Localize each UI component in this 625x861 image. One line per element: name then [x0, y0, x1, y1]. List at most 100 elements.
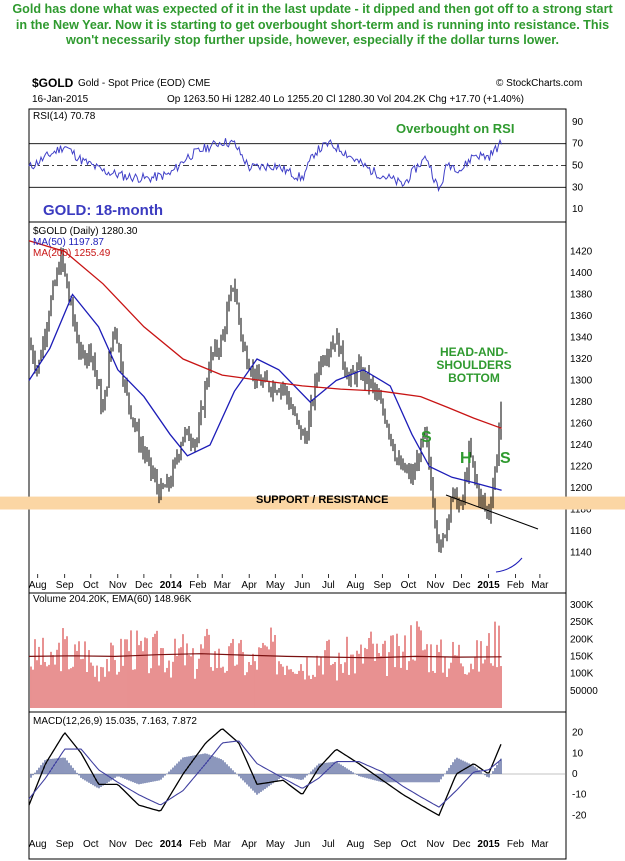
price-axis-tick: 1220 [570, 462, 593, 473]
ma50-line [28, 293, 502, 491]
price-axis-tick: 1140 [570, 548, 592, 559]
price-x-tick: 2014 [160, 580, 183, 591]
price-axis-tick: 1300 [570, 376, 593, 387]
price-x-tick: Nov [427, 580, 445, 591]
price-legend-ma50: MA(50) 1197.87 [33, 237, 104, 248]
support-resistance-label: SUPPORT / RESISTANCE [256, 494, 388, 506]
price-axis-tick: 1400 [570, 268, 593, 279]
price-x-tick: Sep [373, 580, 391, 591]
macd-x-tick: Apr [241, 839, 257, 850]
price-x-tick: Oct [401, 580, 417, 591]
macd-x-tick: Feb [189, 839, 207, 850]
rsi-axis-tick: 70 [572, 139, 584, 150]
macd-x-tick: Jun [294, 839, 310, 850]
price-x-tick: Dec [135, 580, 153, 591]
macd-x-tick: Mar [531, 839, 549, 850]
price-axis-tick: 1420 [570, 247, 593, 258]
price-x-tick: Aug [346, 580, 364, 591]
rsi-axis-tick: 50 [572, 161, 584, 172]
price-chart-title: GOLD: 18-month [43, 202, 163, 219]
support-resistance-band [0, 496, 625, 510]
chart-symbol: $GOLD [32, 76, 74, 90]
stock-chart: 10 30 50 70 90 RSI(14) 70.78 Overbought on RSI… [0, 72, 625, 861]
neckline [445, 494, 539, 530]
macd-x-tick: Dec [135, 839, 153, 850]
price-x-tick: Oct [83, 580, 99, 591]
price-axis-tick: 1240 [570, 440, 593, 451]
volume-legend: Volume 204.20K, EMA(60) 148.96K [33, 594, 192, 605]
head-and-shoulders-label: HEAD-AND- [440, 345, 508, 359]
macd-x-tick: Oct [83, 839, 99, 850]
macd-x-tick: Sep [56, 839, 74, 850]
macd-axis-tick: -10 [572, 790, 587, 801]
price-axis-tick: 1340 [570, 333, 593, 344]
head-and-shoulders-label: BOTTOM [448, 371, 500, 385]
stockcharts-watermark: © StockCharts.com [496, 78, 583, 89]
price-axis-tick: 1200 [570, 483, 593, 494]
rsi-line [28, 138, 502, 193]
rsi-axis-tick: 90 [572, 117, 584, 128]
price-x-tick: Jul [322, 580, 335, 591]
volume-axis-tick: 200K [570, 634, 594, 645]
head-and-shoulders-label: SHOULDERS [436, 358, 511, 372]
price-axis-tick: 1160 [570, 526, 592, 537]
volume-axis-tick: 250K [570, 617, 594, 628]
macd-x-tick: Oct [401, 839, 417, 850]
macd-x-tick: May [266, 839, 285, 850]
price-x-tick: 2015 [477, 580, 500, 591]
price-legend-gold: $GOLD (Daily) 1280.30 [33, 226, 138, 237]
macd-x-tick: Jul [322, 839, 335, 850]
price-bars [30, 247, 502, 553]
macd-x-tick: Feb [507, 839, 525, 850]
ohlc-readout: Op 1263.50 Hi 1282.40 Lo 1255.20 Cl 1280… [167, 94, 524, 105]
price-legend-ma200: MA(200) 1255.49 [33, 248, 111, 259]
volume-axis-tick: 150K [570, 651, 594, 662]
macd-x-tick: Aug [346, 839, 364, 850]
rsi-annotation: Overbought on RSI [396, 121, 514, 136]
macd-x-tick: 2014 [160, 839, 183, 850]
volume-axis-tick: 100K [570, 669, 594, 680]
price-x-tick: Aug [29, 580, 47, 591]
price-x-tick: Apr [241, 580, 257, 591]
macd-x-tick: Aug [29, 839, 47, 850]
chart-description: Gold - Spot Price (EOD) CME [78, 78, 211, 89]
price-axis-tick: 1320 [570, 354, 593, 365]
chart-frame [28, 108, 567, 860]
shoulder-curve [495, 557, 523, 573]
stock-chart-canvas: 10 30 50 70 90 RSI(14) 70.78 Overbought on RSI… [0, 108, 625, 860]
macd-x-tick: Dec [453, 839, 471, 850]
rsi-legend: RSI(14) 70.78 [33, 111, 96, 122]
macd-x-tick: Nov [109, 839, 127, 850]
macd-axis-tick: 20 [572, 728, 584, 739]
price-x-tick: Nov [109, 580, 127, 591]
price-axis-tick: 1180 [570, 505, 592, 516]
price-x-tick: Mar [531, 580, 549, 591]
volume-axis-tick: 50000 [570, 686, 598, 697]
macd-signal-line [28, 740, 502, 808]
price-axis-tick: 1260 [570, 419, 593, 430]
price-axis-tick: 1380 [570, 290, 593, 301]
price-x-tick: Feb [189, 580, 207, 591]
macd-axis-tick: 10 [572, 748, 584, 759]
head-label: H [460, 450, 472, 467]
macd-line [28, 728, 502, 817]
left-shoulder-label: S [421, 429, 432, 446]
price-x-tick: Jun [294, 580, 310, 591]
macd-axis-tick: -20 [572, 810, 587, 821]
volume-bars [30, 621, 502, 708]
price-axis-tick: 1280 [570, 397, 593, 408]
volume-axis-tick: 300K [570, 600, 594, 611]
right-shoulder-label: S [500, 450, 511, 467]
macd-x-tick: Mar [214, 839, 232, 850]
macd-x-tick: Nov [427, 839, 445, 850]
chart-caption: Gold has done what was expected of it in… [12, 2, 613, 47]
volume-ema-line [28, 653, 502, 659]
price-x-tick: Dec [453, 580, 471, 591]
price-x-tick: Sep [56, 580, 74, 591]
chart-date: 16-Jan-2015 [32, 94, 89, 105]
price-x-tick: Mar [214, 580, 232, 591]
macd-legend: MACD(12,26,9) 15.035, 7.163, 7.872 [33, 716, 197, 727]
macd-x-tick: Sep [373, 839, 391, 850]
price-axis-tick: 1360 [570, 311, 593, 322]
rsi-axis-tick: 10 [572, 204, 584, 215]
